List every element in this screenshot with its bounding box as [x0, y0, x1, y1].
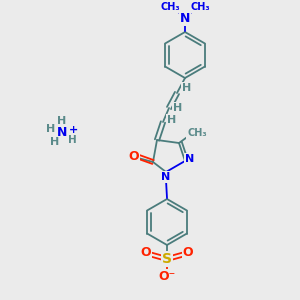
Text: H: H [46, 124, 56, 134]
Text: O: O [183, 247, 193, 260]
Text: N: N [57, 125, 67, 139]
Text: H: H [50, 137, 60, 147]
Text: N: N [185, 154, 195, 164]
Text: H: H [173, 103, 183, 113]
Text: CH₃: CH₃ [187, 128, 207, 138]
Text: H: H [57, 116, 67, 126]
Text: N: N [161, 172, 171, 182]
Text: H: H [182, 83, 192, 93]
Text: CH₃: CH₃ [190, 2, 210, 12]
Text: N: N [180, 11, 190, 25]
Text: +: + [69, 125, 79, 135]
Text: H: H [167, 115, 177, 125]
Text: H: H [68, 135, 76, 145]
Text: O: O [141, 247, 151, 260]
Text: CH₃: CH₃ [160, 2, 180, 12]
Text: O⁻: O⁻ [158, 269, 176, 283]
Text: O: O [129, 151, 139, 164]
Text: S: S [162, 252, 172, 266]
